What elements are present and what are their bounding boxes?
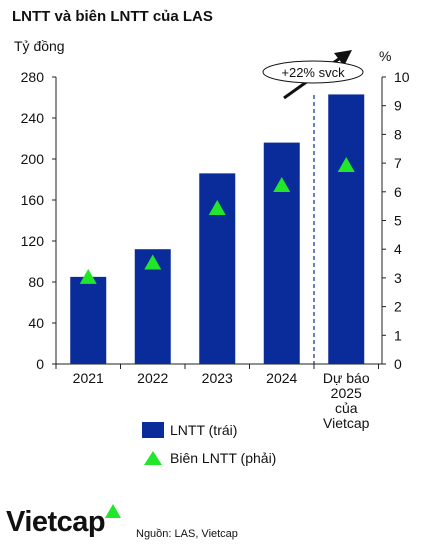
source-note: Nguồn: LAS, Vietcap [136, 528, 238, 540]
category-label: 2024 [266, 370, 297, 386]
chart-title: LNTT và biên LNTT của LAS [12, 8, 213, 25]
legend-bar-label: LNTT (trái) [170, 422, 238, 438]
right-tick-label: 10 [394, 69, 410, 85]
legend-item-bar: LNTT (trái) [142, 418, 276, 442]
right-axis-unit: % [379, 48, 391, 64]
right-tick-label: 4 [394, 241, 402, 257]
legend-triangle-icon [144, 451, 162, 465]
category-label: Dự báo 2025 của Vietcap [323, 370, 370, 431]
right-tick-label: 8 [394, 126, 402, 142]
right-tick-label: 6 [394, 184, 402, 200]
margin-marker [273, 177, 291, 193]
legend: LNTT (trái) Biên LNTT (phải) [142, 418, 276, 474]
left-tick-label: 160 [21, 192, 45, 208]
left-tick-label: 280 [21, 69, 45, 85]
right-tick-label: 2 [394, 299, 402, 315]
left-tick-label: 40 [28, 315, 44, 331]
margin-marker [144, 254, 162, 270]
right-tick-label: 7 [394, 155, 402, 171]
right-tick-label: 5 [394, 213, 402, 229]
left-axis-unit: Tỷ đồng [14, 38, 65, 54]
legend-item-marker: Biên LNTT (phải) [142, 446, 276, 470]
legend-bar-swatch [142, 422, 164, 438]
left-tick-label: 0 [36, 356, 44, 372]
growth-arrow-head-icon [334, 50, 352, 66]
logo-triangle-icon [105, 504, 121, 518]
left-tick-label: 120 [21, 233, 45, 249]
callout-label: +22% svck [281, 65, 345, 80]
left-tick-label: 240 [21, 110, 45, 126]
left-tick-label: 80 [28, 274, 44, 290]
legend-marker-label: Biên LNTT (phải) [170, 450, 277, 466]
category-label: 2023 [202, 370, 233, 386]
margin-marker [79, 268, 97, 284]
right-tick-label: 1 [394, 327, 402, 343]
margin-marker [337, 156, 355, 172]
chart-canvas: 0 40 80 120 160 200 240 280 0 1 2 3 4 5 6 7 8 9 10% 2021 202… [21, 48, 410, 431]
margin-marker [208, 200, 226, 216]
right-tick-label: 3 [394, 270, 402, 286]
bar [263, 142, 300, 364]
callout-bubble [262, 60, 364, 84]
right-tick-label: 9 [394, 98, 402, 114]
category-label: 2022 [137, 370, 168, 386]
right-tick-label: 0 [394, 356, 402, 372]
bar [328, 94, 365, 365]
category-label: 2021 [73, 370, 104, 386]
bar [70, 276, 107, 364]
vietcap-logo: Vietcap [6, 506, 106, 538]
left-tick-label: 200 [21, 151, 45, 167]
